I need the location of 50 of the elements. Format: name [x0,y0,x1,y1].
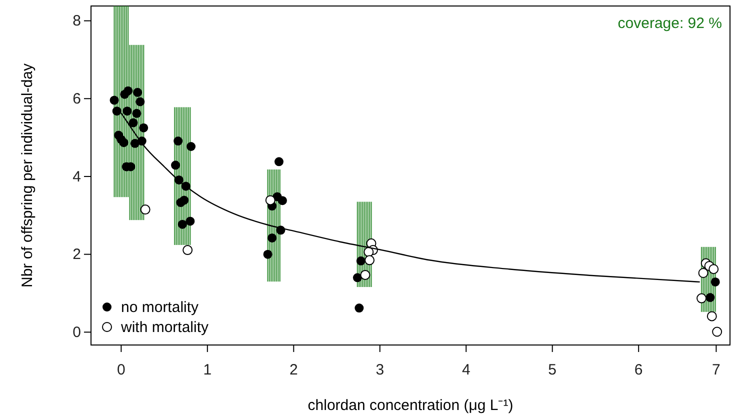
point [352,273,362,282]
point [265,195,276,206]
x-tick-label: 0 [117,362,126,378]
point [710,277,720,286]
point [124,86,133,96]
point [139,123,148,132]
point [133,88,142,97]
x-tick-label: 5 [548,362,557,378]
x-axis-title: chlordan concentration (μg L⁻¹) [308,397,514,414]
point [708,264,719,274]
point [274,157,284,166]
point [698,268,708,278]
point [180,196,189,205]
point [263,250,272,259]
point [171,160,180,170]
point [128,118,138,128]
point [174,136,183,146]
point [356,256,366,266]
point [706,293,715,302]
point [140,204,150,215]
point [132,108,142,118]
y-tick-label: 0 [72,324,81,341]
x-tick-label: 3 [376,362,384,378]
legend-label: no mortality [121,299,200,316]
annotation: coverage: 92 % [618,15,722,32]
x-tick-label: 4 [462,362,470,378]
x-tick-label: 2 [289,362,298,378]
point [136,97,145,106]
x-tick-label: 6 [634,362,643,378]
point [186,142,196,152]
y-axis-title: Nbr of offspring per individual-day [19,62,36,288]
point [364,255,375,266]
legend-label: with mortality [120,319,210,336]
point [354,304,364,313]
point [186,216,195,226]
x-tick-label: 7 [712,362,720,378]
point [278,196,287,206]
point [112,106,122,116]
y-tick-label: 8 [72,12,81,30]
y-tick-label: 6 [72,90,81,108]
y-tick-label: 4 [72,168,81,186]
point [360,270,370,280]
point [268,233,277,242]
point [178,220,187,229]
y-tick-label: 2 [72,246,81,264]
point [696,293,707,304]
point [110,96,119,105]
x-tick-label: 1 [203,362,212,378]
point [122,106,132,116]
point [119,138,128,148]
